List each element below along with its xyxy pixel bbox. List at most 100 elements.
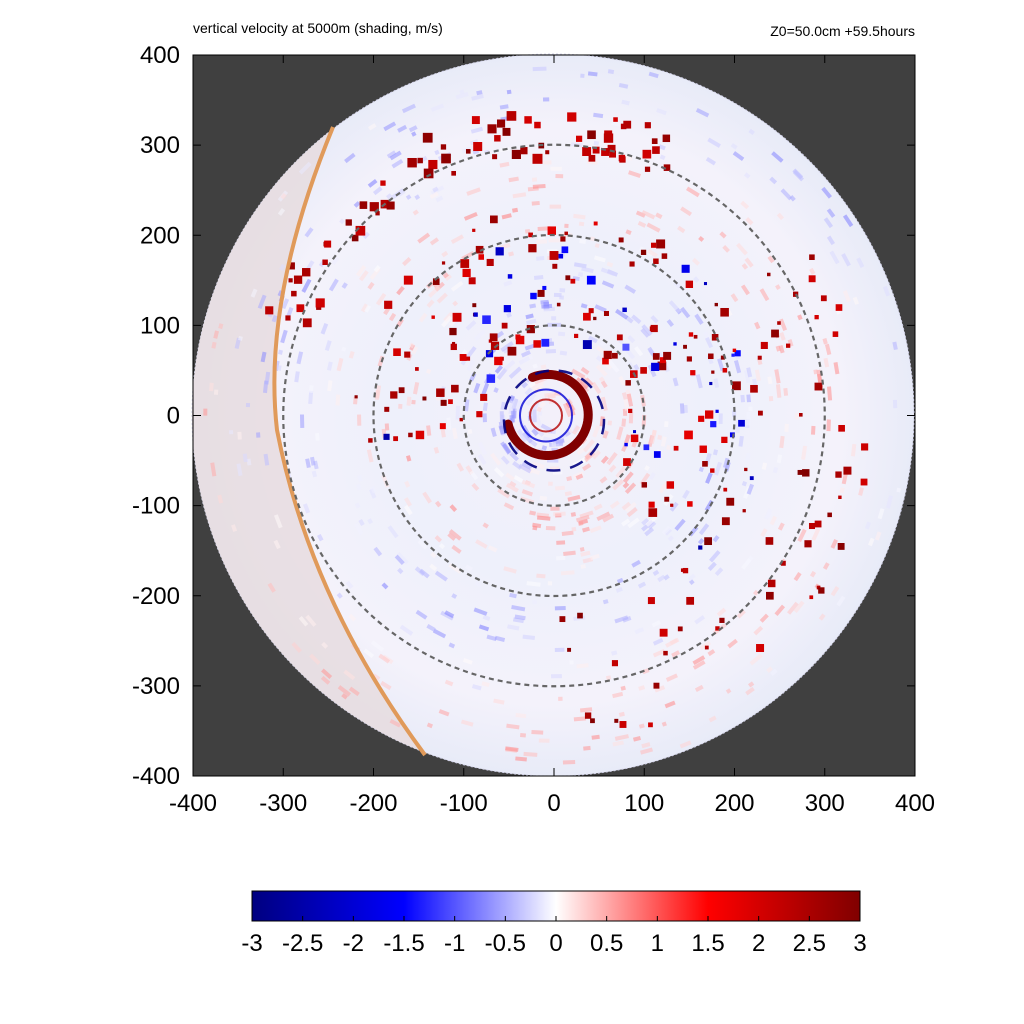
field-cell <box>760 528 768 538</box>
field-cell <box>345 580 354 589</box>
colorbar-tick-label: -2 <box>343 930 364 957</box>
field-cell <box>607 69 615 75</box>
convective-cell <box>450 343 457 351</box>
field-cell <box>852 296 860 305</box>
field-cell <box>885 495 894 509</box>
field-cell <box>682 489 690 499</box>
convective-cell <box>351 234 359 242</box>
eyewall-downdraft <box>502 369 606 472</box>
field-cell <box>374 389 380 401</box>
field-cell <box>337 685 351 697</box>
field-cell <box>375 292 387 306</box>
field-cell <box>496 367 508 380</box>
field-cell <box>769 176 778 185</box>
field-cell <box>512 192 527 199</box>
field-cell <box>722 245 730 253</box>
convective-cell <box>731 353 735 357</box>
field-cell <box>509 395 515 402</box>
field-cell <box>593 140 600 146</box>
field-cell <box>649 429 657 444</box>
convective-cell <box>662 134 671 143</box>
convective-cell <box>582 147 592 157</box>
field-cell <box>582 439 595 453</box>
field-cell <box>694 615 706 625</box>
field-cell <box>558 440 564 446</box>
field-cell <box>448 529 462 541</box>
convective-cell <box>809 595 814 600</box>
field-cell <box>475 539 488 549</box>
field-cell <box>548 238 562 243</box>
field-cell <box>298 615 309 627</box>
field-cell <box>353 396 358 405</box>
field-cell <box>516 429 528 443</box>
convective-cell <box>609 150 617 158</box>
field-cell <box>466 359 476 372</box>
chart-title: vertical velocity at 5000m (shading, m/s… <box>193 20 443 36</box>
field-cell <box>822 562 830 570</box>
field-cell <box>521 489 534 497</box>
field-cell <box>442 272 449 279</box>
field-cell <box>383 121 397 132</box>
convective-cell <box>423 168 434 179</box>
convective-cell <box>832 331 839 337</box>
field-cell <box>882 285 891 297</box>
field-cell <box>474 329 487 341</box>
field-cell <box>493 387 499 393</box>
convective-cell <box>798 412 803 417</box>
field-cell <box>429 191 439 199</box>
convective-cell <box>656 239 666 249</box>
field-cell <box>273 539 281 550</box>
field-cell <box>589 525 602 534</box>
colorbar-tick-label: 2 <box>752 930 765 957</box>
convective-cell <box>814 382 823 391</box>
field-cell <box>559 288 566 293</box>
field-cell <box>234 337 241 349</box>
field-cell <box>572 471 585 479</box>
convective-cell <box>359 201 368 209</box>
convective-cell <box>449 327 457 336</box>
field-cell <box>378 653 391 664</box>
field-cell <box>441 250 449 258</box>
convective-cell <box>542 285 547 290</box>
convective-cell <box>623 120 632 129</box>
field-cell <box>494 635 506 642</box>
convective-cell <box>625 380 631 386</box>
convective-cell <box>324 240 332 248</box>
field-cell <box>373 265 381 273</box>
convective-cell <box>732 348 737 353</box>
field-cell <box>757 358 763 365</box>
convective-cell <box>452 312 462 322</box>
convective-cell <box>345 219 352 226</box>
convective-cell <box>618 154 626 162</box>
convective-cell <box>757 355 762 360</box>
convective-cell <box>643 444 650 451</box>
field-cell <box>591 381 602 395</box>
convective-cell <box>651 362 660 371</box>
convective-cell <box>507 274 513 279</box>
field-cell <box>602 599 609 605</box>
field-cell <box>271 314 278 323</box>
field-cell <box>680 206 692 217</box>
field-cell <box>752 378 758 387</box>
field-cell <box>671 650 681 658</box>
convective-cell <box>630 434 639 443</box>
field-cell <box>644 527 655 537</box>
field-cell <box>524 228 531 234</box>
field-cell <box>433 446 440 454</box>
convective-cell <box>648 508 658 517</box>
field-cell <box>615 466 627 479</box>
field-cell <box>508 176 519 183</box>
field-cell <box>626 393 634 407</box>
field-cell <box>778 318 788 331</box>
convective-cell <box>603 350 612 360</box>
field-cell <box>238 335 243 341</box>
convective-cell <box>380 180 386 186</box>
field-cell <box>614 615 629 624</box>
field-cell <box>217 494 224 504</box>
field-cell <box>358 519 365 526</box>
field-cell <box>276 365 282 371</box>
field-cell <box>867 537 875 547</box>
field-cell <box>515 712 527 719</box>
field-cell <box>521 431 533 444</box>
field-cell <box>652 648 666 658</box>
